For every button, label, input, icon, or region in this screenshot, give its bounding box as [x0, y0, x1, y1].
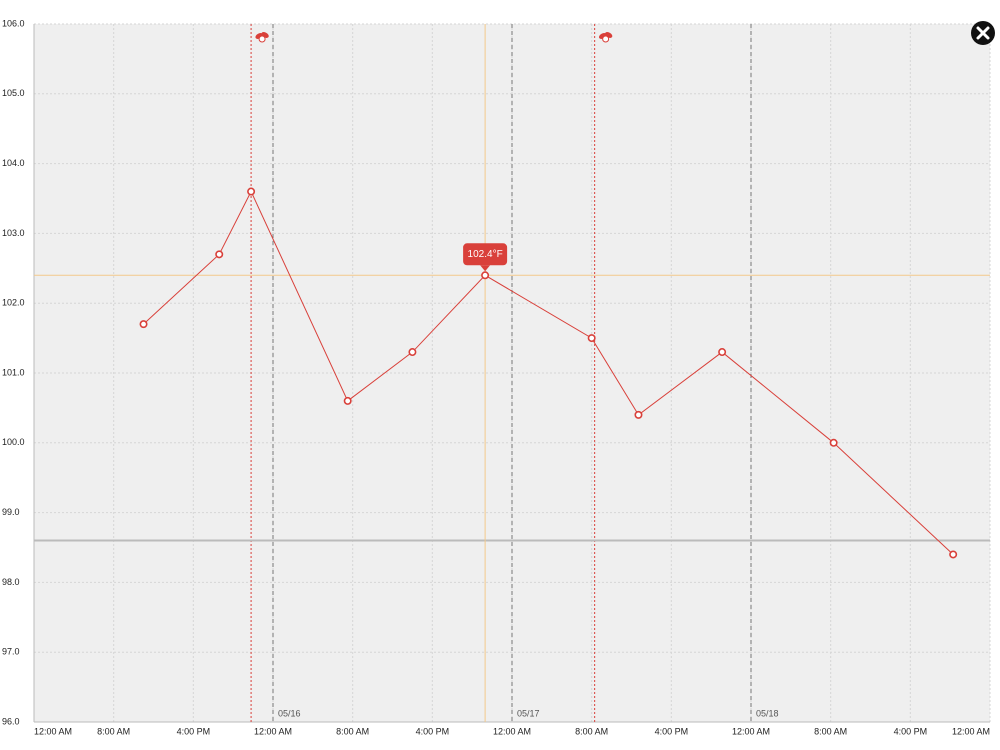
x-tick-label: 4:00 PM	[416, 726, 450, 736]
data-point	[634, 410, 643, 419]
y-tick-label: 105.0	[2, 88, 25, 98]
y-tick-label: 100.0	[2, 437, 25, 447]
tooltip-label: 102.4°F	[468, 249, 503, 260]
data-point	[139, 320, 148, 329]
x-tick-label: 12:00 AM	[254, 726, 292, 736]
y-tick-label: 99.0	[2, 507, 20, 517]
data-point	[408, 348, 417, 357]
x-tick-label: 4:00 PM	[655, 726, 689, 736]
close-button[interactable]	[971, 21, 995, 45]
tooltip-pointer	[480, 265, 491, 272]
y-tick-label: 96.0	[2, 716, 20, 726]
data-point	[829, 438, 838, 447]
data-point	[481, 271, 490, 280]
close-x[interactable]	[976, 26, 990, 40]
x-tick-label: 8:00 AM	[97, 726, 130, 736]
day-label: 05/16	[278, 708, 301, 718]
data-point	[343, 396, 352, 405]
y-tick-label: 97.0	[2, 647, 20, 657]
x-tick-label: 12:00 AM	[952, 726, 990, 736]
medication-icon	[598, 32, 613, 43]
x-tick-label: 8:00 AM	[575, 726, 608, 736]
y-tick-label: 98.0	[2, 577, 20, 587]
data-point	[215, 250, 224, 259]
tooltip-box	[463, 243, 508, 266]
x-tick-label: 8:00 AM	[814, 726, 847, 736]
pill	[258, 35, 266, 43]
data-point	[247, 187, 256, 196]
x-tick-label: 12:00 AM	[34, 726, 72, 736]
data-point	[587, 334, 596, 343]
day-label: 05/18	[756, 708, 779, 718]
x-tick-label: 12:00 AM	[732, 726, 770, 736]
x-tick-label: 12:00 AM	[493, 726, 531, 736]
medication-icon	[255, 32, 269, 43]
pill	[602, 35, 610, 43]
x-tick-label: 8:00 AM	[336, 726, 369, 736]
x-tick-label: 4:00 PM	[177, 726, 211, 736]
data-point	[718, 348, 727, 357]
data-point	[949, 550, 958, 559]
y-tick-label: 102.0	[2, 298, 25, 308]
y-tick-label: 104.0	[2, 158, 25, 168]
x-tick-label: 4:00 PM	[894, 726, 928, 736]
y-tick-label: 103.0	[2, 228, 25, 238]
day-label: 05/17	[517, 708, 540, 718]
tooltip: 102.4°F	[463, 243, 508, 272]
y-tick-label: 106.0	[2, 18, 25, 28]
y-tick-label: 101.0	[2, 367, 25, 377]
